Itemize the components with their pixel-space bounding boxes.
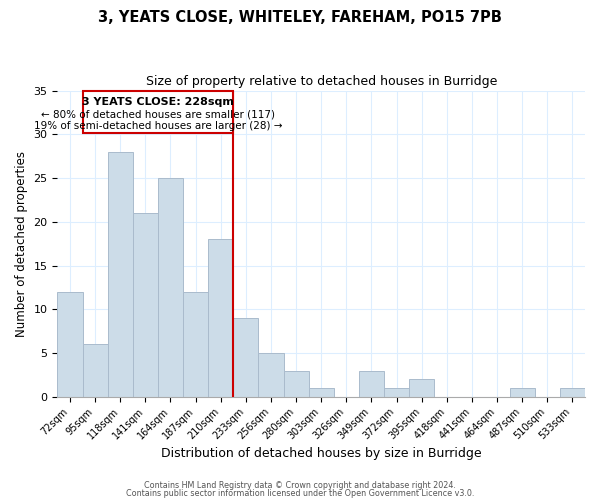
Text: Contains public sector information licensed under the Open Government Licence v3: Contains public sector information licen… <box>126 488 474 498</box>
Bar <box>384 388 409 397</box>
Bar <box>284 370 308 397</box>
Y-axis label: Number of detached properties: Number of detached properties <box>15 150 28 336</box>
Bar <box>133 213 158 397</box>
Bar <box>83 344 107 397</box>
Title: Size of property relative to detached houses in Burridge: Size of property relative to detached ho… <box>146 75 497 88</box>
X-axis label: Distribution of detached houses by size in Burridge: Distribution of detached houses by size … <box>161 447 482 460</box>
Bar <box>158 178 183 397</box>
Bar <box>259 353 284 397</box>
Bar <box>107 152 133 397</box>
FancyBboxPatch shape <box>83 90 233 132</box>
Bar <box>233 318 259 397</box>
Text: ← 80% of detached houses are smaller (117): ← 80% of detached houses are smaller (11… <box>41 110 275 120</box>
Text: 3 YEATS CLOSE: 228sqm: 3 YEATS CLOSE: 228sqm <box>82 96 234 106</box>
Text: Contains HM Land Registry data © Crown copyright and database right 2024.: Contains HM Land Registry data © Crown c… <box>144 481 456 490</box>
Bar <box>208 240 233 397</box>
Bar <box>509 388 535 397</box>
Bar <box>58 292 83 397</box>
Text: 3, YEATS CLOSE, WHITELEY, FAREHAM, PO15 7PB: 3, YEATS CLOSE, WHITELEY, FAREHAM, PO15 … <box>98 10 502 25</box>
Bar <box>183 292 208 397</box>
Bar <box>359 370 384 397</box>
Bar <box>409 380 434 397</box>
Text: 19% of semi-detached houses are larger (28) →: 19% of semi-detached houses are larger (… <box>34 121 282 131</box>
Bar <box>560 388 585 397</box>
Bar <box>308 388 334 397</box>
